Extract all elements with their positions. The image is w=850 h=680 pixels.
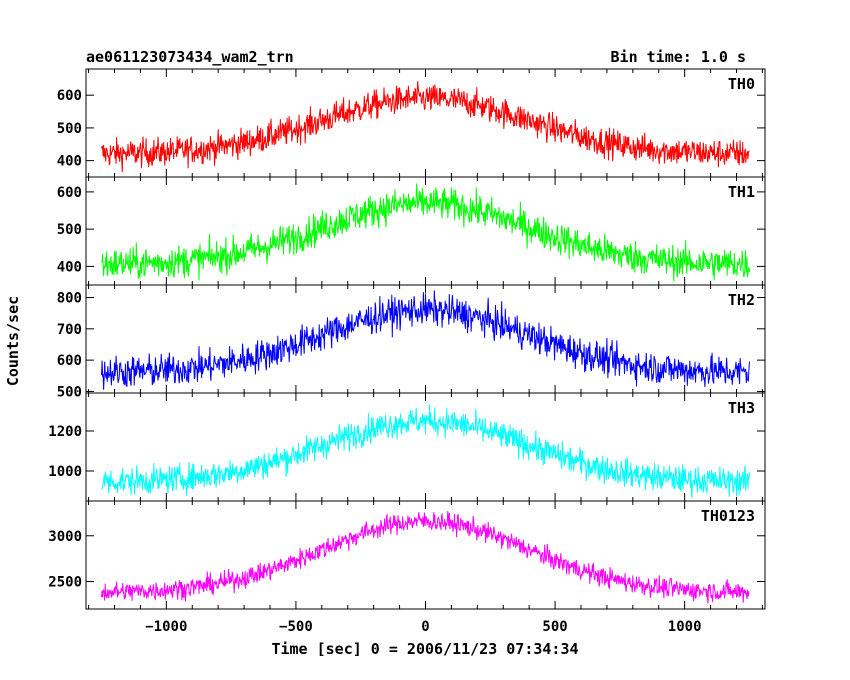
y-tick-label: 400 — [57, 154, 82, 170]
y-tick-label: 3000 — [48, 529, 82, 545]
bin-time-label: Bin time: 1.0 s — [611, 48, 746, 66]
y-tick-label: 500 — [57, 222, 82, 238]
panels-group: TH0 400 500 600 TH1 400 500 600 TH2 500 600 700 800 T… — [48, 68, 766, 635]
y-tick-label: 600 — [57, 185, 82, 201]
panel-label-th1: TH1 — [728, 183, 755, 201]
y-tick-label: 700 — [57, 322, 82, 338]
x-tick-label: −1000 — [145, 619, 187, 635]
y-tick-label: 600 — [57, 353, 82, 369]
x-axis-label: Time [sec] 0 = 2006/11/23 07:34:34 — [271, 640, 578, 658]
x-tick-label: 1000 — [668, 619, 702, 635]
panel-label-th0: TH0 — [728, 75, 755, 93]
y-axis-label: Counts/sec — [4, 296, 22, 386]
chart-title: ae061123073434_wam2_trn — [86, 48, 294, 66]
y-tick-label: 1000 — [48, 464, 82, 480]
y-tick-label: 600 — [57, 88, 82, 104]
series-line-th3 — [101, 404, 750, 499]
x-tick-label: 0 — [421, 619, 429, 635]
panel-label-th3: TH3 — [728, 399, 755, 417]
series-line-th0123 — [101, 510, 750, 604]
x-tick-label: −500 — [279, 619, 313, 635]
series-line-th0 — [101, 81, 750, 173]
y-tick-label: 500 — [57, 121, 82, 137]
series-line-th1 — [101, 183, 750, 282]
panel-label-th2: TH2 — [728, 291, 755, 309]
y-tick-label: 400 — [57, 259, 82, 275]
y-tick-label: 800 — [57, 291, 82, 307]
series-line-th2 — [101, 290, 750, 390]
y-tick-label: 500 — [57, 384, 82, 400]
y-tick-label: 2500 — [48, 575, 82, 591]
panel-label-th0123: TH0123 — [701, 507, 755, 525]
y-tick-label: 1200 — [48, 424, 82, 440]
x-tick-label: 500 — [542, 619, 567, 635]
